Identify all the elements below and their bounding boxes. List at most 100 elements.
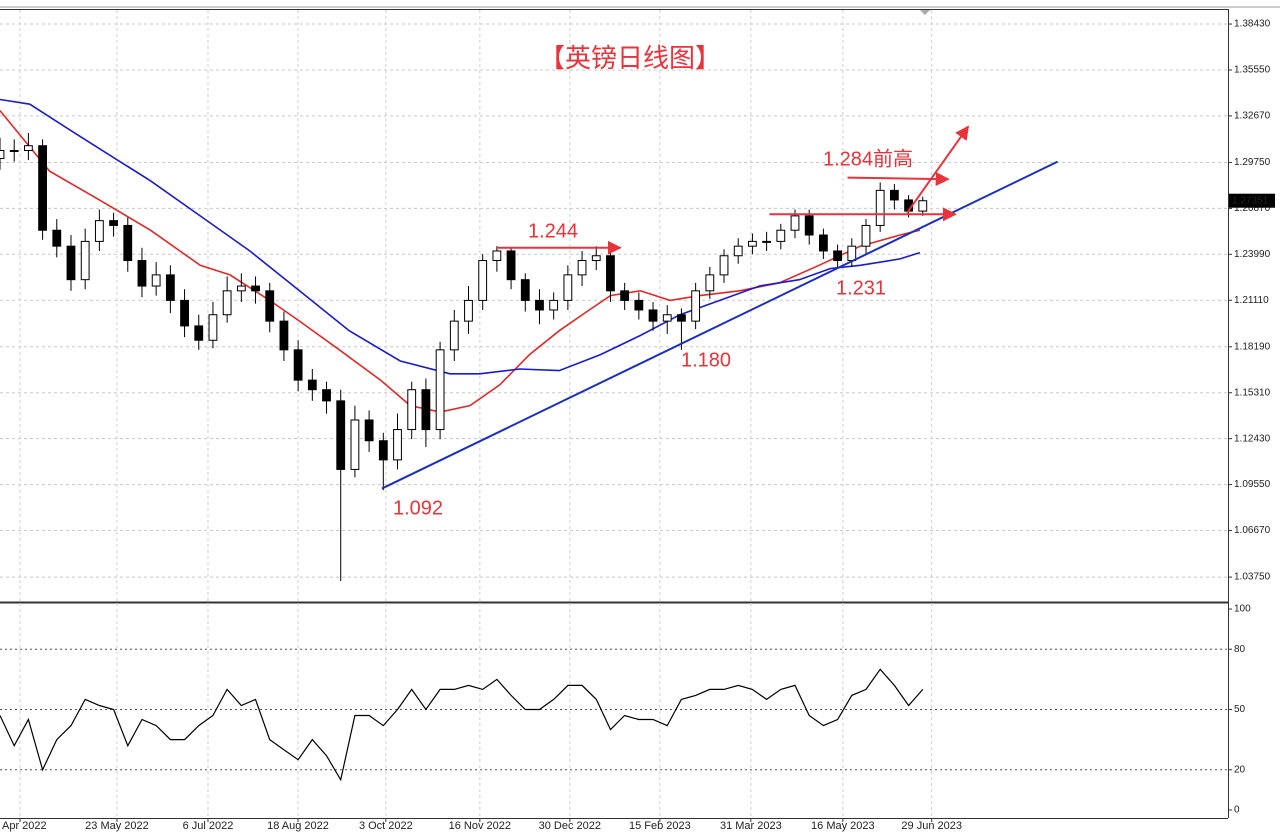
- candle-body: [165, 274, 175, 301]
- x-tick-label: 3 Oct 2022: [359, 820, 413, 832]
- candle-body: [151, 274, 161, 287]
- x-tick-label: 15 Feb 2023: [629, 820, 691, 832]
- candle-body: [790, 215, 800, 231]
- annotation: 1.092: [393, 497, 443, 519]
- candle-body: [563, 274, 573, 301]
- candle-body: [520, 279, 530, 301]
- candle-body: [378, 440, 388, 461]
- candle-body: [293, 349, 303, 381]
- y-tick-label: 100: [1234, 604, 1251, 615]
- annotation: 1.244: [528, 220, 578, 242]
- candle-body: [748, 240, 757, 247]
- candle-body: [719, 255, 729, 276]
- candle-body: [0, 149, 5, 159]
- candle-body: [606, 255, 615, 292]
- candle-body: [691, 290, 701, 322]
- candle-body: [9, 149, 19, 152]
- annotation: 1.231: [836, 277, 886, 299]
- y-tick-label: 1.21110: [1234, 295, 1269, 306]
- candle-body: [648, 309, 658, 322]
- candle-body: [109, 220, 118, 226]
- y-tick-label: 1.38430: [1234, 19, 1271, 30]
- candle-body: [577, 260, 587, 276]
- candle-body: [705, 274, 715, 292]
- candle-body: [733, 245, 743, 257]
- y-tick-label: 1.26870: [1234, 203, 1271, 214]
- candle-body: [591, 255, 601, 262]
- y-tick-label: 1.23990: [1234, 249, 1271, 260]
- candle-body: [847, 245, 857, 262]
- candle-body: [38, 145, 47, 231]
- candle-body: [762, 240, 772, 243]
- candle-body: [776, 229, 786, 242]
- candle-body: [123, 224, 133, 262]
- y-tick-label: 1.18190: [1234, 341, 1271, 352]
- y-tick-label: 0: [1234, 805, 1240, 816]
- y-tick-label: 1.35550: [1234, 65, 1271, 76]
- candle-body: [407, 389, 417, 431]
- candle-body: [875, 189, 885, 226]
- last-price-box: [1229, 193, 1275, 208]
- candle-body: [52, 229, 62, 247]
- candle-body: [421, 389, 431, 431]
- candle-body: [350, 419, 360, 470]
- x-tick-label: 16 Nov 2022: [449, 820, 511, 832]
- x-tick-label: 29 Jun 2023: [901, 820, 962, 832]
- candle-body: [336, 400, 346, 470]
- candle-body: [265, 290, 275, 322]
- y-tick-label: 50: [1234, 704, 1246, 715]
- y-tick-label: 1.12430: [1234, 433, 1271, 444]
- candle-body: [506, 250, 516, 281]
- y-tick-label: 1.32670: [1234, 111, 1271, 122]
- candle-body: [464, 299, 473, 322]
- candle-body: [861, 224, 871, 247]
- candle-body: [662, 314, 672, 322]
- candle-body: [492, 250, 502, 262]
- candle-body: [549, 299, 559, 311]
- candle-body: [677, 314, 686, 322]
- annotation: 1.180: [681, 349, 731, 371]
- y-tick-label: 1.15310: [1234, 387, 1271, 398]
- y-tick-label: 1.29750: [1234, 157, 1271, 168]
- candle-body: [449, 320, 459, 351]
- candle-body: [918, 200, 928, 212]
- candle-body: [279, 320, 289, 351]
- y-tick-label: 1.09550: [1234, 479, 1271, 490]
- x-tick-label: 23 May 2022: [85, 820, 149, 832]
- candle-body: [23, 145, 33, 151]
- candle-body: [620, 290, 630, 301]
- drawn-line: [906, 125, 970, 214]
- x-tick-label: 31 Mar 2023: [720, 820, 782, 832]
- candle-body: [137, 260, 147, 287]
- candle-body: [180, 299, 189, 327]
- candle-body: [393, 429, 402, 461]
- candle-body: [222, 290, 232, 316]
- x-tick-label: 7 Apr 2022: [0, 820, 47, 832]
- x-tick-label: 18 Aug 2022: [267, 820, 329, 832]
- candle-body: [80, 240, 90, 281]
- candle-body: [889, 189, 899, 201]
- x-tick-label: 30 Dec 2022: [539, 820, 601, 832]
- y-tick-label: 20: [1234, 764, 1246, 775]
- chart-title: 【英镑日线图】: [539, 43, 721, 73]
- shift-marker: [920, 10, 930, 15]
- candle-body: [804, 215, 814, 236]
- y-tick-label: 1.06670: [1234, 525, 1271, 536]
- candle-body: [66, 245, 76, 281]
- annotation: 1.284前高: [823, 147, 913, 170]
- y-tick-label: 80: [1234, 644, 1246, 655]
- candle-body: [307, 379, 317, 391]
- candle-body: [435, 349, 445, 431]
- y-tick-label: 1.03750: [1234, 572, 1271, 583]
- candle-body: [535, 299, 544, 311]
- candle-body: [478, 260, 488, 301]
- candle-body: [208, 314, 218, 341]
- candle-body: [833, 250, 842, 262]
- x-tick-label: 6 Jul 2022: [183, 820, 234, 832]
- candle-body: [94, 220, 104, 242]
- candle-body: [251, 285, 260, 292]
- candle-body: [194, 325, 204, 341]
- x-tick-label: 16 May 2023: [811, 820, 875, 832]
